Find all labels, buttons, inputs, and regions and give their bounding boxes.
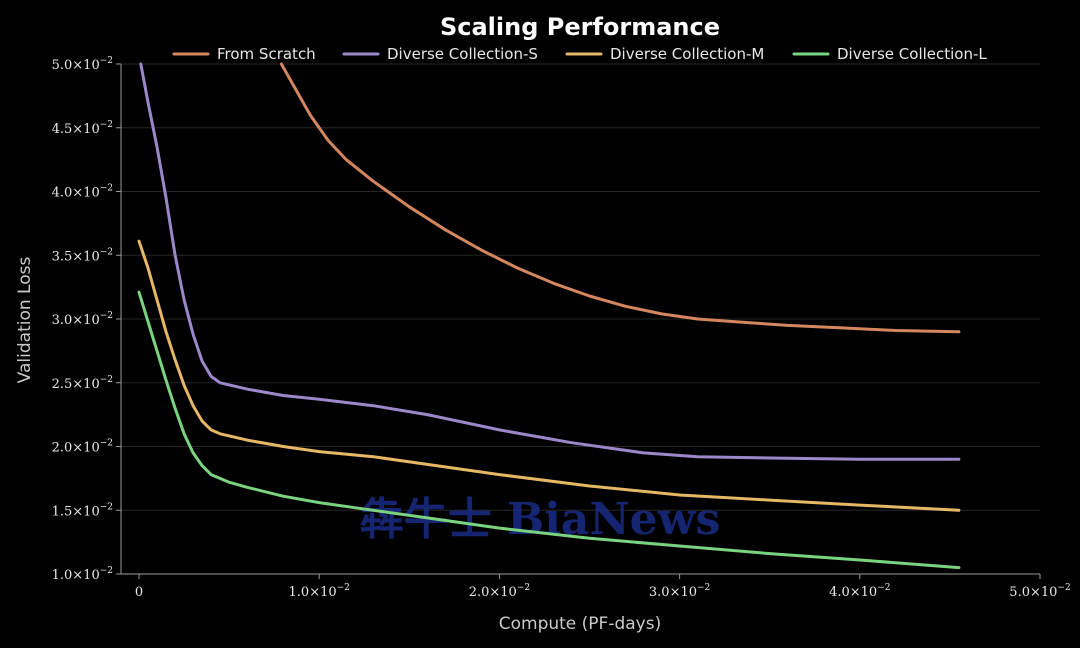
y-tick-label: 1.0×10−2 (52, 566, 113, 583)
series-line-from-scratch (279, 62, 961, 334)
y-tick-label: 2.0×10−2 (52, 439, 113, 456)
legend-label: Diverse Collection-L (837, 45, 987, 63)
legend-item-diverse-collection-s: Diverse Collection-S (342, 45, 538, 63)
legend-item-diverse-collection-l: Diverse Collection-L (792, 45, 987, 63)
legend-label: From Scratch (217, 45, 316, 63)
x-tick-label: 4.0×10−2 (829, 583, 890, 600)
legend-item-diverse-collection-m: Diverse Collection-M (565, 45, 764, 63)
y-tick-label: 5.0×10−2 (52, 56, 113, 73)
y-tick-label: 1.5×10−2 (52, 502, 113, 519)
series-line-diverse-collection-m (137, 239, 961, 512)
y-tick-label: 4.0×10−2 (52, 184, 113, 201)
legend-item-from-scratch: From Scratch (172, 45, 316, 63)
y-tick-label: 4.5×10−2 (52, 120, 113, 137)
legend: From Scratch Diverse Collection-S Diverse … (172, 45, 987, 63)
x-tick-label: 2.0×10−2 (469, 583, 530, 600)
series-line-diverse-collection-l (137, 290, 961, 570)
series-line-diverse-collection-s (139, 62, 961, 461)
legend-label: Diverse Collection-S (387, 45, 538, 63)
y-axis-ticks: 1.0×10−2 1.5×10−2 2.0×10−2 2.5×10−2 3.0×10−2… (52, 56, 121, 583)
chart-title: Scaling Performance (440, 13, 720, 41)
legend-label: Diverse Collection-M (610, 45, 764, 63)
y-axis-label: Validation Loss (15, 257, 35, 384)
x-tick-label: 0 (135, 585, 143, 600)
x-tick-label: 3.0×10−2 (649, 583, 710, 600)
series-lines (137, 62, 961, 570)
y-tick-label: 3.0×10−2 (52, 311, 113, 328)
y-tick-label: 2.5×10−2 (52, 375, 113, 392)
watermark: 犇牛士 BiaNews (360, 494, 721, 545)
x-tick-label: 1.0×10−2 (289, 583, 350, 600)
x-tick-label: 5.0×10−2 (1009, 583, 1070, 600)
x-axis-ticks: 0 1.0×10−2 2.0×10−2 3.0×10−2 4.0×10−2 5.0×10−… (135, 574, 1071, 600)
y-tick-label: 3.5×10−2 (52, 247, 113, 264)
x-axis-label: Compute (PF-days) (499, 614, 661, 634)
